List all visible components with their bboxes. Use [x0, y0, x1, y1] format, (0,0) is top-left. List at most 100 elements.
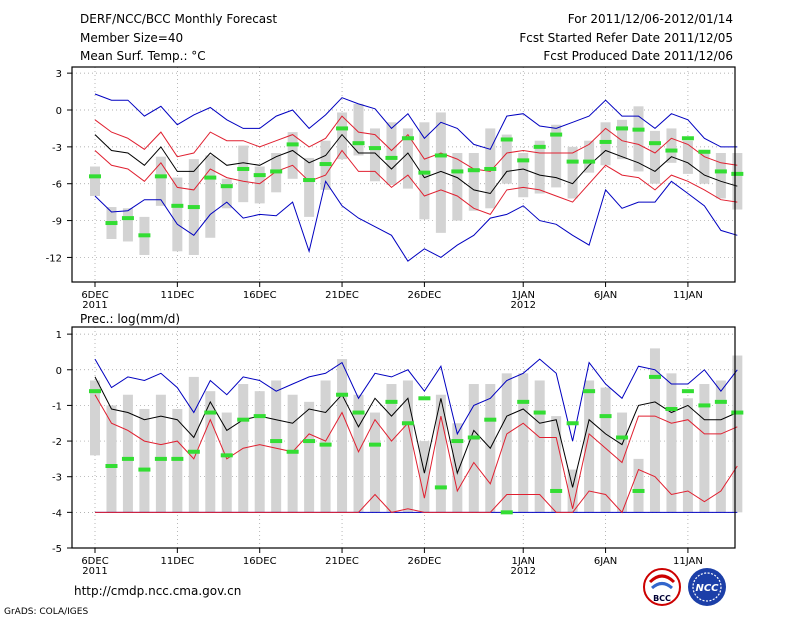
source-url[interactable]: http://cmdp.ncc.cma.gov.cn	[74, 584, 241, 598]
temp-spread-box	[584, 140, 595, 173]
temp-ytick-label: -9	[52, 217, 62, 228]
prec-spread-box	[90, 380, 100, 456]
temp-mean-marker	[566, 159, 579, 164]
temp-spread-box	[617, 119, 628, 160]
temp-spread-box	[435, 112, 446, 233]
prec-spread-box	[155, 394, 166, 513]
prec-spread-box	[732, 355, 743, 513]
prec-spread-box	[188, 376, 199, 513]
temp-mean-marker	[286, 142, 299, 147]
temp-spread-box	[699, 153, 710, 184]
temp-mean-marker	[500, 137, 513, 142]
temp-spread-box	[238, 145, 249, 203]
prec-xtick-label: 11JAN	[673, 556, 703, 567]
temp-spread-box	[254, 166, 265, 204]
prec-spread-box	[106, 405, 117, 513]
prec-mean-marker	[352, 410, 365, 415]
prec-mean-marker	[418, 396, 431, 401]
temp-spread-box	[567, 146, 578, 199]
prec-mean-marker	[698, 403, 711, 408]
prec-spread-box	[271, 380, 282, 513]
prec-xtick-sublabel: 2011	[82, 566, 107, 577]
bcc-logo-text: BCC	[653, 594, 671, 603]
temp-spread-box	[155, 156, 166, 206]
prec-mean-marker	[319, 442, 332, 447]
temp-ytick-label: -6	[52, 180, 62, 191]
prec-mean-marker	[237, 417, 250, 422]
temp-spread-box	[551, 124, 562, 188]
prec-max-line	[94, 358, 738, 442]
temp-spread-box	[337, 112, 348, 160]
prec-spread-box	[304, 401, 315, 513]
prec-xtick-sublabel: 2012	[510, 566, 535, 577]
prec-mean-marker	[138, 467, 151, 472]
prec-mean-marker	[681, 389, 694, 394]
prec-spread-box	[402, 380, 413, 513]
temp-mean-marker	[368, 146, 381, 151]
temp-mean-marker	[121, 216, 134, 221]
prec-spread-box	[468, 384, 479, 513]
prec-mean-marker	[616, 435, 629, 440]
prec-spread-box	[205, 391, 216, 513]
temp-max-line	[94, 93, 738, 150]
prec-mean-marker	[714, 399, 727, 404]
temp-spread-box	[732, 153, 743, 210]
temp-mean-marker	[171, 203, 184, 208]
temp-spread-box	[369, 128, 380, 182]
prec-median-line	[94, 376, 738, 488]
prec-mean-marker	[517, 399, 530, 404]
prec-spread-box	[649, 348, 660, 513]
temp-mean-marker	[352, 141, 365, 146]
prec-ytick-label: -4	[52, 508, 62, 519]
temp-mean-marker	[616, 126, 629, 131]
start-ref-date: Fcst Started Refer Date 2011/12/05	[519, 31, 733, 45]
temp-spread-box	[172, 177, 183, 252]
prec-ytick-label: -3	[52, 473, 62, 484]
prec-spread-box	[435, 394, 446, 513]
temp-ytick-label: 3	[56, 69, 62, 80]
prec-mean-marker	[270, 439, 283, 444]
prec-spread-box	[518, 373, 529, 513]
temp-mean-marker	[434, 153, 447, 158]
prec-mean-marker	[665, 406, 678, 411]
produced-date: Fcst Produced Date 2011/12/06	[543, 49, 733, 63]
prec-xtick-label: 1JAN	[511, 556, 534, 567]
prec-spread-box	[419, 441, 430, 513]
temp-mean-marker	[648, 141, 661, 146]
prec-ytick-label: -2	[52, 437, 62, 448]
precip-title: Prec.: log(mm/d)	[80, 312, 180, 326]
prec-spread-box	[122, 394, 133, 513]
temp-mean-marker	[187, 205, 200, 210]
member-size: Member Size=40	[80, 31, 183, 45]
prec-spread-box	[501, 373, 512, 513]
prec-mean-marker	[121, 456, 134, 461]
temp-mean-marker	[253, 173, 266, 178]
prec-low-bound-line	[95, 465, 738, 514]
prec-xtick-label: 6DEC	[81, 556, 108, 567]
temp-spread-box	[353, 103, 364, 156]
bcc-logo: BCC	[643, 568, 681, 606]
prec-ytick-label: -5	[52, 544, 62, 555]
prec-spread-box	[633, 458, 644, 513]
temp-xtick-label: 21DEC	[325, 290, 359, 301]
temp-spread-box	[90, 166, 100, 196]
ncc-logo-text: NCC	[695, 583, 719, 594]
prec-frame	[71, 326, 736, 549]
temp-spread-box	[633, 106, 644, 172]
temp-mean-marker	[105, 221, 118, 226]
temp-mean-marker	[681, 136, 694, 141]
prec-mean-marker	[533, 410, 546, 415]
prec-spread-box	[699, 384, 710, 513]
prec-mean-marker	[467, 435, 480, 440]
prec-ytick-label: -1	[52, 401, 62, 412]
prec-spread-box	[369, 412, 380, 513]
prec-mean-marker	[648, 374, 661, 379]
temp-spread-box	[715, 153, 726, 199]
temp-xtick-sublabel: 2012	[510, 300, 535, 311]
prec-xtick-label: 16DEC	[243, 556, 277, 567]
temp-spread-box	[452, 153, 463, 221]
temp-mean-marker	[89, 174, 101, 179]
prec-xtick-label: 11DEC	[160, 556, 194, 567]
prec-mean-marker	[632, 488, 645, 493]
prec-mean-marker	[484, 417, 497, 422]
